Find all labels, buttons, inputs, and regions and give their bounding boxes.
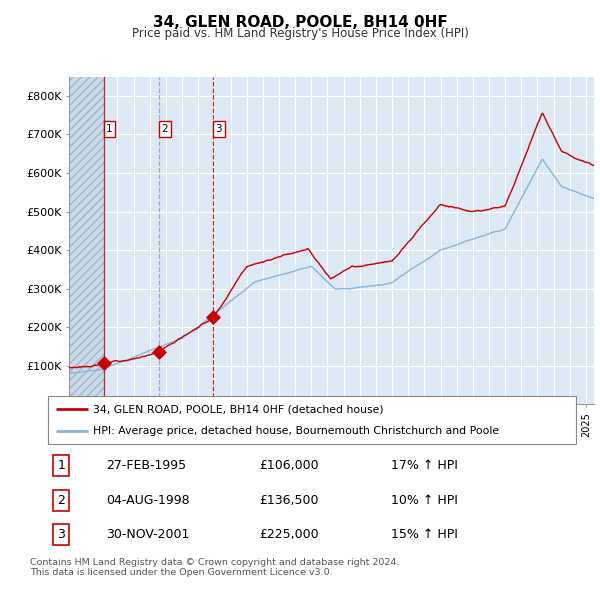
Text: 1: 1: [57, 458, 65, 471]
Text: £106,000: £106,000: [259, 458, 319, 471]
Text: 27-FEB-1995: 27-FEB-1995: [106, 458, 186, 471]
Text: HPI: Average price, detached house, Bournemouth Christchurch and Poole: HPI: Average price, detached house, Bour…: [93, 426, 499, 436]
Text: 04-AUG-1998: 04-AUG-1998: [106, 493, 190, 507]
Text: 1: 1: [106, 124, 113, 134]
Text: 15% ↑ HPI: 15% ↑ HPI: [391, 529, 458, 542]
Text: Contains HM Land Registry data © Crown copyright and database right 2024.
This d: Contains HM Land Registry data © Crown c…: [30, 558, 400, 577]
Text: 2: 2: [162, 124, 169, 134]
Bar: [69, 77, 104, 404]
Text: 3: 3: [57, 529, 65, 542]
Text: 34, GLEN ROAD, POOLE, BH14 0HF: 34, GLEN ROAD, POOLE, BH14 0HF: [152, 15, 448, 30]
Text: 10% ↑ HPI: 10% ↑ HPI: [391, 493, 458, 507]
Text: Price paid vs. HM Land Registry's House Price Index (HPI): Price paid vs. HM Land Registry's House …: [131, 27, 469, 40]
Text: 17% ↑ HPI: 17% ↑ HPI: [391, 458, 458, 471]
FancyBboxPatch shape: [48, 396, 576, 444]
Text: 2: 2: [57, 493, 65, 507]
Text: £225,000: £225,000: [259, 529, 319, 542]
Text: 30-NOV-2001: 30-NOV-2001: [106, 529, 190, 542]
Text: 3: 3: [215, 124, 222, 134]
Text: £136,500: £136,500: [259, 493, 319, 507]
Text: 34, GLEN ROAD, POOLE, BH14 0HF (detached house): 34, GLEN ROAD, POOLE, BH14 0HF (detached…: [93, 404, 383, 414]
